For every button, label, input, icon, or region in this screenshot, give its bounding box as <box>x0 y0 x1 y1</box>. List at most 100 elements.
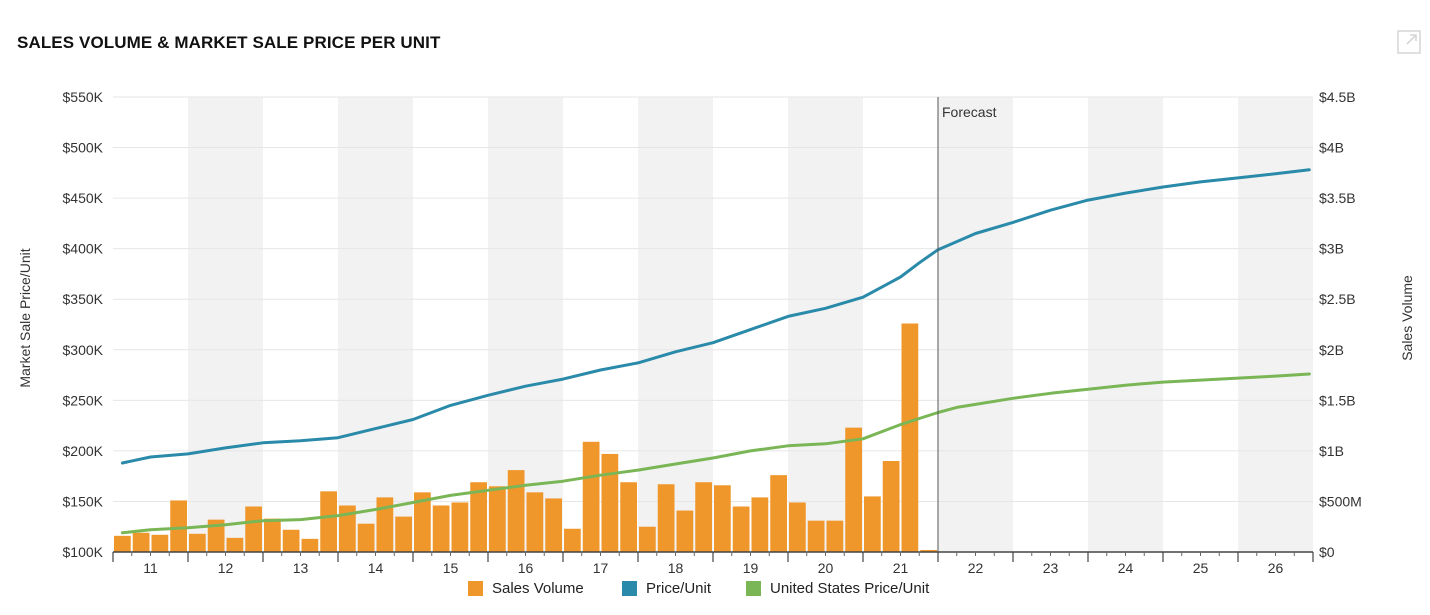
sales-volume-bar <box>339 505 356 552</box>
legend-swatch-price-unit <box>622 581 637 596</box>
y-right-tick-label: $3.5B <box>1319 190 1356 206</box>
sales-volume-bar <box>920 549 937 552</box>
x-tick-label: 20 <box>818 560 834 576</box>
y-left-tick-label: $350K <box>63 291 104 307</box>
x-tick-label: 24 <box>1118 560 1134 576</box>
sales-volume-bar <box>545 498 562 552</box>
sales-volume-bar <box>882 461 900 552</box>
y-left-tick-label: $200K <box>63 443 104 459</box>
sales-volume-bar <box>845 427 862 552</box>
sales-volume-bar <box>132 532 150 552</box>
sales-volume-bar <box>864 496 881 552</box>
y-left-tick-label: $300K <box>63 342 104 358</box>
y-right-tick-label: $500M <box>1319 493 1362 509</box>
y-left-tick-label: $100K <box>63 544 104 560</box>
x-tick-label: 21 <box>893 560 909 576</box>
axes: $100K $0 $150K $500M $200K $1B $250K $1.5B $300K… <box>17 89 1415 576</box>
y-right-tick-label: $2B <box>1319 342 1344 358</box>
year-band <box>1088 97 1163 552</box>
y-right-tick-label: $1B <box>1319 443 1344 459</box>
x-tick-label: 23 <box>1043 560 1059 576</box>
alternating-year-bands <box>188 97 1313 552</box>
sales-volume-bar <box>432 505 450 552</box>
legend-swatch-us-price-unit <box>746 581 761 596</box>
sales-volume-bar <box>770 475 787 552</box>
x-tick-label: 19 <box>743 560 759 576</box>
sales-volume-bar <box>282 529 300 552</box>
sales-volume-bar <box>564 528 581 552</box>
x-tick-label: 14 <box>368 560 384 576</box>
legend-label-sales-volume: Sales Volume <box>492 580 584 597</box>
y-right-tick-label: $4.5B <box>1319 89 1356 105</box>
x-tick-label: 22 <box>968 560 984 576</box>
x-tick-label: 18 <box>668 560 684 576</box>
year-band <box>1238 97 1313 552</box>
y-left-tick-label: $550K <box>63 89 104 105</box>
y-left-tick-label: $450K <box>63 190 104 206</box>
sales-volume-bar <box>601 453 619 552</box>
sales-volume-bar <box>507 470 525 552</box>
sales-volume-bar <box>451 502 469 552</box>
y-right-tick-label: $4B <box>1319 140 1344 156</box>
sales-volume-bar <box>395 516 412 552</box>
us-price-unit-line <box>120 372 1311 535</box>
sales-volume-bar <box>695 482 712 552</box>
y-left-tick-label: $400K <box>63 241 104 257</box>
legend-item-sales-volume[interactable]: Sales Volume <box>468 580 584 597</box>
x-tick-label: 26 <box>1268 560 1284 576</box>
sales-volume-bar <box>245 506 262 552</box>
year-band <box>488 97 563 552</box>
external-link-icon[interactable] <box>1397 30 1421 54</box>
year-band <box>338 97 413 552</box>
sales-volume-bar <box>320 491 337 552</box>
x-tick-label: 17 <box>593 560 609 576</box>
sales-volume-bar <box>657 484 675 552</box>
sales-volume-bar <box>151 534 169 552</box>
x-tick-label: 16 <box>518 560 534 576</box>
sales-volume-bar <box>357 523 375 552</box>
sales-volume-bar <box>414 492 431 552</box>
y-right-tick-label: $2.5B <box>1319 291 1356 307</box>
x-tick-label: 15 <box>443 560 459 576</box>
price-lines <box>120 168 1311 535</box>
y-right-tick-label: $3B <box>1319 241 1344 257</box>
sales-volume-bar <box>114 535 131 552</box>
forecast-marker: Forecast <box>937 97 997 552</box>
x-tick-label: 25 <box>1193 560 1209 576</box>
sales-volume-bar <box>226 537 244 552</box>
y-left-axis-title: Market Sale Price/Unit <box>17 248 33 387</box>
legend-item-price-unit[interactable]: Price/Unit <box>622 580 711 597</box>
sales-volume-bar <box>676 510 694 552</box>
forecast-label: Forecast <box>942 104 997 120</box>
legend-label-us-price-unit: United States Price/Unit <box>770 580 930 597</box>
sales-volume-bar <box>620 482 637 552</box>
sales-volume-bar <box>789 502 806 552</box>
gridlines <box>113 96 1313 502</box>
sales-volume-bar <box>732 506 750 552</box>
sales-volume-bar <box>751 497 769 552</box>
sales-volume-bar <box>526 492 544 552</box>
sales-volume-bar <box>470 482 487 552</box>
year-band <box>938 97 1013 552</box>
y-left-tick-label: $150K <box>63 493 104 509</box>
price-unit-line <box>120 168 1311 465</box>
chart-title: SALES VOLUME & MARKET SALE PRICE PER UNI… <box>17 33 441 52</box>
y-right-tick-label: $1.5B <box>1319 392 1356 408</box>
sales-volume-bars <box>114 323 937 552</box>
sales-volume-bar <box>207 519 225 552</box>
x-tick-label: 12 <box>218 560 234 576</box>
legend-item-us-price-unit[interactable]: United States Price/Unit <box>746 580 929 597</box>
sales-volume-bar <box>901 323 919 552</box>
legend-label-price-unit: Price/Unit <box>646 580 712 597</box>
sales-volume-bar <box>264 518 281 552</box>
year-band <box>638 97 713 552</box>
sales-volume-bar <box>807 520 825 552</box>
y-right-tick-label: $0 <box>1319 544 1335 560</box>
year-band <box>188 97 263 552</box>
y-left-tick-label: $250K <box>63 392 104 408</box>
sales-volume-bar <box>714 485 731 552</box>
y-left-tick-label: $500K <box>63 140 104 156</box>
y-right-axis-title: Sales Volume <box>1399 275 1415 361</box>
sales-volume-bar <box>170 500 187 552</box>
sales-volume-bar <box>639 526 656 552</box>
